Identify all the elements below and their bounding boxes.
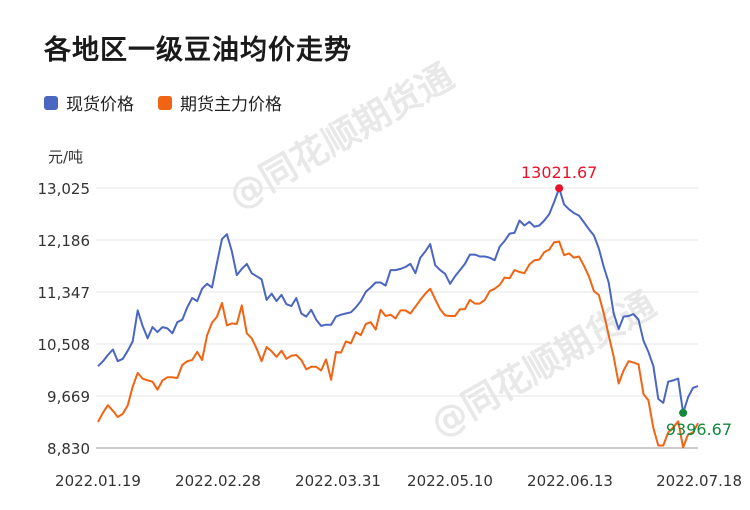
legend-item-spot[interactable]: 现货价格 bbox=[44, 90, 134, 115]
min-point-label: 9396.67 bbox=[666, 420, 732, 439]
x-tick-label: 2022.01.19 bbox=[55, 472, 141, 490]
legend-swatch-futures bbox=[158, 95, 172, 110]
y-axis-unit-label: 元/吨 bbox=[48, 148, 84, 166]
x-tick-label: 2022.05.10 bbox=[407, 472, 493, 490]
legend-swatch-spot bbox=[44, 95, 58, 110]
x-tick-label: 2022.02.28 bbox=[175, 472, 261, 490]
min-point-marker bbox=[679, 408, 688, 417]
legend: 现货价格 期货主力价格 bbox=[44, 90, 306, 115]
y-tick-label: 10,508 bbox=[38, 336, 91, 354]
y-tick-label: 11,347 bbox=[38, 284, 91, 302]
legend-label-spot: 现货价格 bbox=[66, 95, 134, 115]
y-tick-label: 13,025 bbox=[38, 180, 91, 198]
y-tick-label: 8,830 bbox=[47, 440, 90, 458]
spot-price-line bbox=[97, 187, 699, 414]
futures-price-line bbox=[97, 240, 699, 449]
y-tick-label: 12,186 bbox=[38, 232, 91, 250]
watermark-1: @同花顺期货通 bbox=[222, 56, 461, 218]
chart-title: 各地区一级豆油均价走势 bbox=[44, 35, 352, 66]
max-point-label: 13021.67 bbox=[521, 163, 597, 182]
legend-label-futures: 期货主力价格 bbox=[180, 95, 282, 115]
max-point-marker bbox=[555, 184, 564, 193]
x-tick-label: 2022.06.13 bbox=[527, 472, 613, 490]
legend-item-futures[interactable]: 期货主力价格 bbox=[158, 90, 282, 115]
x-tick-label: 2022.03.31 bbox=[295, 472, 381, 490]
y-tick-label: 9,669 bbox=[47, 388, 90, 406]
x-tick-label: 2022.07.18 bbox=[656, 472, 742, 490]
